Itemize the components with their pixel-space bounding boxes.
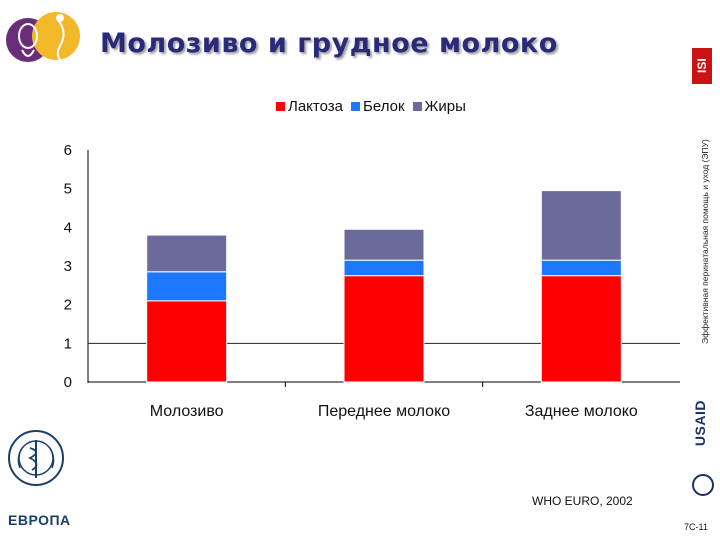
- legend-label-lactose: Лактоза: [288, 98, 344, 115]
- bar-segment: [540, 259, 622, 277]
- slide-number: 7C-11: [684, 522, 708, 532]
- y-tick-label: 6: [64, 142, 72, 159]
- x-category-label: Переднее молоко: [318, 403, 450, 420]
- side-caption: Эффективная перинатальная помощь и уход …: [700, 139, 710, 345]
- legend-label-protein: Белок: [363, 98, 405, 115]
- bar-segment: [540, 275, 622, 383]
- legend-swatch-fat: [412, 102, 422, 111]
- legend-swatch-protein: [351, 102, 361, 111]
- usaid-logo-text: USAID: [692, 400, 708, 447]
- x-category-label: Заднее молоко: [525, 403, 638, 420]
- europa-label: ЕВРОПА: [8, 512, 71, 528]
- bar-segment: [146, 300, 228, 383]
- y-tick-label: 5: [64, 181, 72, 198]
- y-tick-label: 1: [64, 335, 72, 352]
- x-category-label: Молозиво: [150, 403, 224, 420]
- bar-segment: [146, 271, 228, 302]
- y-tick-label: 3: [64, 258, 72, 275]
- legend-item-fat: Жиры: [412, 98, 466, 115]
- perinatal-care-logo: [6, 12, 80, 65]
- bar-segment: [343, 228, 425, 261]
- legend-item-protein: Белок: [351, 98, 405, 115]
- stacked-bar-chart: 0 1 2 3 4 5 6 Молозиво Переднее молоко Заднее мол…: [64, 142, 680, 420]
- page-title: Молозиво и грудное молоко: [100, 28, 558, 59]
- y-tick-label: 0: [64, 374, 72, 391]
- usaid-seal-icon: [692, 474, 714, 496]
- chart-legend: Лактоза Белок Жиры: [276, 98, 466, 115]
- bar-segment: [343, 259, 425, 277]
- legend-swatch-lactose: [276, 102, 285, 111]
- legend-item-lactose: Лактоза: [276, 98, 343, 115]
- who-emblem-icon: [8, 430, 64, 486]
- y-tick-label: 4: [64, 219, 72, 236]
- bar-segment: [146, 234, 228, 273]
- source-note: WHO EURO, 2002: [532, 494, 633, 508]
- usaid-logo: USAID: [692, 400, 714, 472]
- isi-logo: ISI: [692, 48, 712, 84]
- bar-segment: [343, 275, 425, 383]
- legend-label-fat: Жиры: [424, 98, 466, 115]
- bar-segment: [540, 190, 622, 261]
- y-tick-label: 2: [64, 297, 72, 314]
